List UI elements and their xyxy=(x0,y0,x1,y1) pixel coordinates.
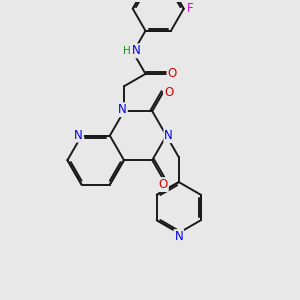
Text: O: O xyxy=(164,85,173,99)
Text: O: O xyxy=(159,178,168,191)
Text: N: N xyxy=(74,129,83,142)
Text: N: N xyxy=(118,103,127,116)
Text: N: N xyxy=(132,44,140,57)
Text: H: H xyxy=(123,46,131,56)
Text: N: N xyxy=(174,230,183,243)
Text: F: F xyxy=(187,2,194,15)
Text: N: N xyxy=(164,129,173,142)
Text: O: O xyxy=(167,68,177,80)
